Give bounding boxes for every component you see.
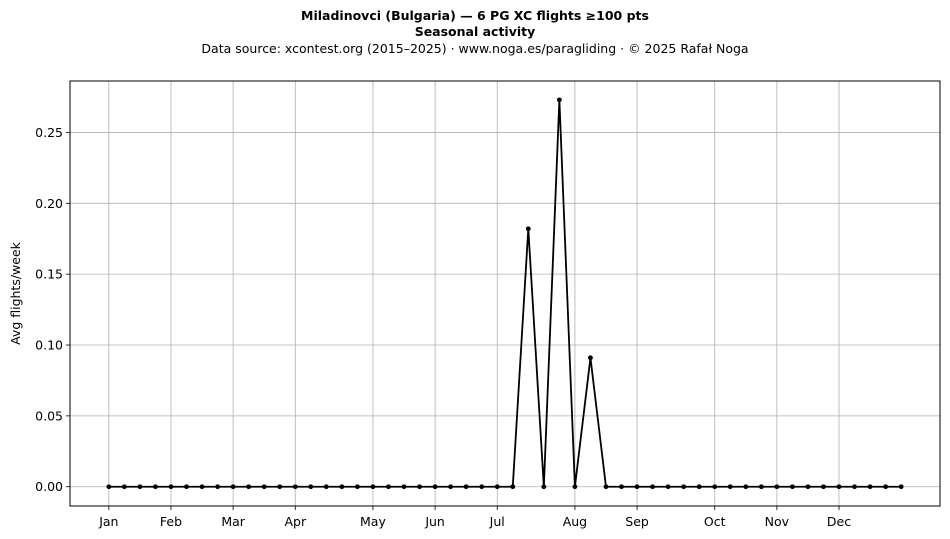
data-point (106, 484, 112, 490)
data-point (790, 484, 795, 490)
data-point (836, 484, 842, 490)
data-point (743, 484, 749, 490)
data-point (525, 226, 531, 232)
data-point (494, 484, 500, 490)
x-tick-label: Mar (221, 514, 245, 529)
data-point (323, 484, 329, 490)
y-tick-label: 0.25 (35, 125, 63, 140)
x-tick-label: Jun (424, 514, 445, 529)
data-point (479, 484, 485, 490)
data-point (370, 484, 376, 490)
x-tick-label: Feb (160, 514, 182, 529)
data-point (168, 484, 174, 490)
data-point (417, 484, 422, 490)
ticks: Jan Feb Mar Apr May Jun Jul Aug Sep Oct Nov Dec 0.00… (35, 125, 851, 529)
data-point (634, 484, 640, 490)
data-point (277, 484, 283, 490)
data-point (852, 484, 857, 490)
x-tick-label: Oct (704, 514, 726, 529)
data-point (556, 97, 562, 103)
data-point (727, 484, 733, 490)
chart-title: Miladinovci (Bulgaria) — 6 PG XC flights… (301, 8, 649, 23)
x-tick-label: Apr (284, 514, 306, 529)
data-point (867, 484, 873, 490)
x-tick-label: Nov (765, 514, 790, 529)
data-point (665, 484, 671, 490)
x-tick-label: Sep (625, 514, 649, 529)
data-point (153, 484, 158, 490)
plot-frame (69, 80, 941, 507)
data-point (650, 484, 655, 490)
series-layer (106, 97, 904, 490)
data-point (308, 484, 314, 490)
data-point (199, 484, 205, 490)
data-point (292, 484, 298, 490)
x-tick-label: Jul (489, 514, 505, 529)
chart-subtitle: Seasonal activity (414, 24, 536, 39)
y-tick-label: 0.15 (35, 267, 63, 282)
data-point (355, 484, 360, 490)
data-point (572, 484, 578, 490)
data-point (386, 484, 391, 490)
y-tick-label: 0.05 (35, 408, 63, 423)
chart-source: Data source: xcontest.org (2015–2025) · … (201, 41, 749, 56)
x-tick-label: Aug (563, 514, 587, 529)
y-tick-label: 0.10 (35, 338, 63, 353)
series-line (108, 98, 902, 488)
data-point (432, 484, 438, 490)
y-tick-label: 0.20 (35, 196, 63, 211)
data-point (246, 484, 252, 490)
data-point (184, 484, 189, 490)
data-point (261, 484, 267, 490)
x-tick-label: May (360, 514, 386, 529)
data-point (758, 484, 764, 490)
data-point (696, 484, 702, 490)
data-point (898, 484, 904, 490)
x-tick-label: Jan (98, 514, 118, 529)
data-point (137, 484, 143, 490)
data-point (603, 484, 609, 490)
data-point (681, 484, 687, 490)
data-point (230, 484, 236, 490)
data-point (883, 484, 889, 490)
data-point (215, 484, 220, 490)
y-axis-label: Avg flights/week (8, 241, 23, 345)
data-point (339, 484, 345, 490)
data-point (448, 484, 454, 490)
x-tick-label: Dec (827, 514, 851, 529)
data-point (619, 484, 624, 490)
data-point (541, 484, 547, 490)
data-point (805, 484, 811, 490)
data-point (510, 484, 516, 490)
y-tick-label: 0.00 (35, 479, 63, 494)
data-point (588, 355, 593, 361)
data-point (821, 484, 826, 490)
data-point (774, 484, 780, 490)
grid (70, 81, 940, 506)
data-point (463, 484, 469, 490)
data-point (121, 484, 127, 490)
data-point (712, 484, 718, 490)
data-point (401, 484, 407, 490)
